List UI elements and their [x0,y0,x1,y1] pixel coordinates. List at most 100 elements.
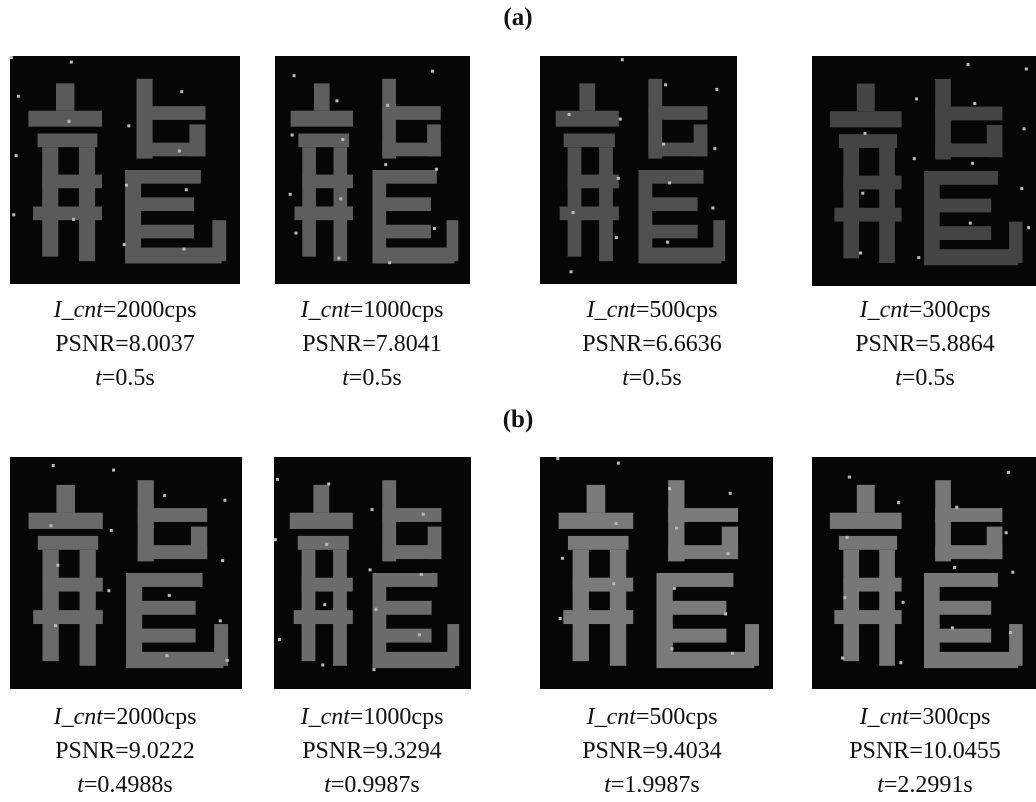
time-variable: t [895,365,902,391]
count-value: =1000cps [350,704,444,730]
glyph-stroke [138,508,208,522]
noise-dot [420,573,423,576]
glyph-stroke [28,111,102,127]
noise-dot [435,168,438,171]
noise-dot [386,104,389,107]
glyph-stroke [987,527,1003,559]
caption: I_cnt=2000cpsPSNR=8.0037t=0.5s [0,293,255,395]
noise-dot [713,147,716,150]
caption-psnr: PSNR=7.8041 [242,327,502,361]
glyph-stroke [33,610,103,624]
caption-time: t=0.4988s [0,768,255,802]
noise-dot [861,192,864,195]
glyph-stroke [639,225,698,239]
caption-time: t=2.2991s [795,768,1036,802]
noise-dot [729,492,732,495]
noise-dot [127,124,130,127]
glyph-stroke [843,550,859,661]
noise-dot [123,243,126,246]
caption-time: t=0.5s [795,361,1036,395]
glyph-stroke [302,550,316,661]
noise-dot [953,566,956,569]
glyph-stroke [373,601,432,615]
caption-psnr: PSNR=9.3294 [242,734,502,768]
glyph-stroke [924,601,991,615]
time-variable: t [622,365,629,391]
noise-dot [293,74,296,77]
glyph-stroke [373,652,456,668]
noise-dot [615,236,618,239]
glyph-stroke [291,111,353,127]
noise-dot [337,257,340,260]
noise-dot [289,193,292,196]
glyph-stroke [382,508,441,522]
noise-dot [226,659,229,662]
noise-dot [897,501,900,504]
noise-dot [422,513,425,516]
noise-dot [715,88,718,91]
glyph-stroke [657,629,727,643]
glyph-stroke [302,147,316,256]
noise-dot [1023,127,1026,130]
count-variable: I_cnt [301,297,350,323]
noise-dot [621,58,624,61]
glyph-stroke [857,485,875,513]
count-variable: I_cnt [587,704,636,730]
glyph-stroke [373,225,432,239]
noise-dot [967,63,970,66]
glyph-stroke [924,652,1018,668]
glyph-stroke [1009,222,1022,263]
caption-count: I_cnt=2000cps [0,700,255,734]
noise-dot [899,661,902,664]
noise-dot [384,163,387,166]
glyph-stroke [987,125,1003,157]
glyph-stroke [314,83,330,110]
noise-dot [673,587,676,590]
caption: I_cnt=300cpsPSNR=5.8864t=0.5s [795,293,1036,395]
noise-dot [846,536,849,539]
caption-psnr: PSNR=9.0222 [0,734,255,768]
noise-dot [388,261,391,264]
caption-psnr: PSNR=5.8864 [795,327,1036,361]
noise-dot [68,120,71,123]
caption-time: t=0.5s [242,361,502,395]
glyph-stroke [42,147,58,256]
reconstructed-image [10,457,242,689]
time-variable: t [877,772,884,798]
glyph-stroke [125,170,201,184]
noise-dot [917,256,920,259]
time-value: =0.5s [902,365,955,391]
noise-dot [371,508,374,511]
noise-dot [276,478,279,481]
glyph-stroke [212,220,226,261]
glyph-stroke [839,134,897,148]
noise-dot [341,138,344,141]
noise-dot [668,181,671,184]
glyph-stroke [924,171,998,185]
glyph-stroke [126,629,196,643]
glyph-stroke [722,527,738,559]
caption-time: t=0.9987s [242,768,502,802]
count-value: =2000cps [103,297,197,323]
glyph-stroke [373,248,455,264]
noise-dot [323,603,326,606]
glyph-stroke [745,624,759,666]
noise-dot [913,157,916,160]
noise-dot [325,543,328,546]
noise-dot [662,143,665,146]
caption-time: t=1.9987s [522,768,782,802]
noise-dot [221,559,224,562]
glyph-stroke [657,652,755,668]
glyph-stroke [935,508,1002,522]
glyph-stroke [560,206,619,220]
noise-dot [107,589,110,592]
panel-label: (b) [0,406,1036,434]
glyph-stroke [79,147,95,261]
noise-dot [955,506,958,509]
caption-count: I_cnt=300cps [795,293,1036,327]
reconstructed-image [540,56,737,284]
glyph-stroke [830,513,902,529]
reconstructed-image [10,56,240,284]
count-value: =500cps [636,704,718,730]
